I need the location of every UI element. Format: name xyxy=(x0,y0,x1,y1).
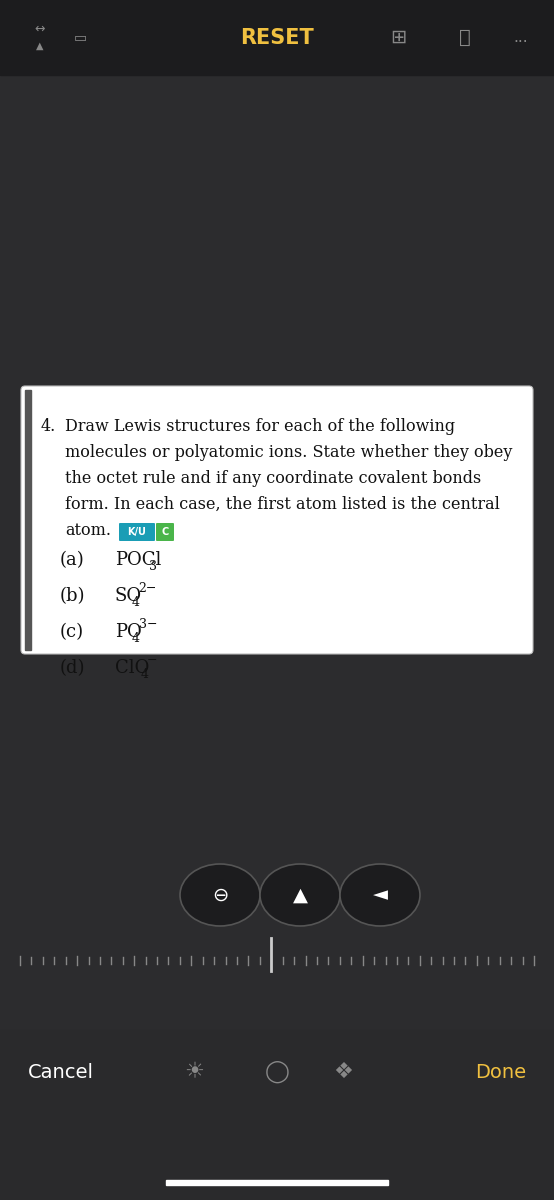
Text: ClO: ClO xyxy=(115,659,150,677)
Text: 3−: 3− xyxy=(138,618,157,630)
Text: 4: 4 xyxy=(141,667,148,680)
Text: ◄: ◄ xyxy=(372,886,387,905)
Text: Cancel: Cancel xyxy=(28,1062,94,1081)
Text: POCl: POCl xyxy=(115,551,161,569)
Ellipse shape xyxy=(260,864,340,926)
Text: ❖: ❖ xyxy=(334,1062,353,1082)
FancyBboxPatch shape xyxy=(21,386,533,654)
Text: (a): (a) xyxy=(60,551,85,569)
Text: ↔: ↔ xyxy=(35,23,45,36)
FancyBboxPatch shape xyxy=(156,523,174,541)
Text: ▲: ▲ xyxy=(36,41,44,50)
Text: 4: 4 xyxy=(132,595,140,608)
Text: form. In each case, the first atom listed is the central: form. In each case, the first atom liste… xyxy=(65,496,500,514)
Text: 2−: 2− xyxy=(138,582,157,594)
Text: −: − xyxy=(147,654,157,666)
Text: (d): (d) xyxy=(60,659,85,677)
Bar xyxy=(0,1030,554,1200)
Text: SO: SO xyxy=(115,587,142,605)
Text: RESET: RESET xyxy=(240,28,314,48)
Text: ⊖: ⊖ xyxy=(212,886,228,905)
Text: ▲: ▲ xyxy=(293,886,307,905)
Bar xyxy=(166,1180,388,1186)
Text: ⊞: ⊞ xyxy=(391,28,407,47)
Text: (b): (b) xyxy=(60,587,85,605)
Text: 4.: 4. xyxy=(41,418,57,434)
Bar xyxy=(25,390,31,650)
Text: ◯: ◯ xyxy=(265,1061,289,1084)
FancyBboxPatch shape xyxy=(119,523,155,541)
Text: K/U: K/U xyxy=(127,527,146,538)
Text: C: C xyxy=(161,527,168,538)
Ellipse shape xyxy=(340,864,420,926)
Bar xyxy=(0,0,554,74)
Text: 3: 3 xyxy=(149,559,157,572)
Text: PO: PO xyxy=(115,623,142,641)
Text: 4: 4 xyxy=(132,631,140,644)
Ellipse shape xyxy=(180,864,260,926)
Text: (c): (c) xyxy=(60,623,84,641)
Text: molecules or polyatomic ions. State whether they obey: molecules or polyatomic ions. State whet… xyxy=(65,444,512,461)
Text: Ⓘ: Ⓘ xyxy=(459,28,471,47)
Text: ▭: ▭ xyxy=(74,30,86,44)
Text: atom.: atom. xyxy=(65,522,111,539)
Text: ☀: ☀ xyxy=(184,1062,204,1082)
Text: ...: ... xyxy=(514,30,528,44)
Text: the octet rule and if any coordinate covalent bonds: the octet rule and if any coordinate cov… xyxy=(65,470,481,487)
Text: Done: Done xyxy=(475,1062,526,1081)
Text: Draw Lewis structures for each of the following: Draw Lewis structures for each of the fo… xyxy=(65,418,455,434)
